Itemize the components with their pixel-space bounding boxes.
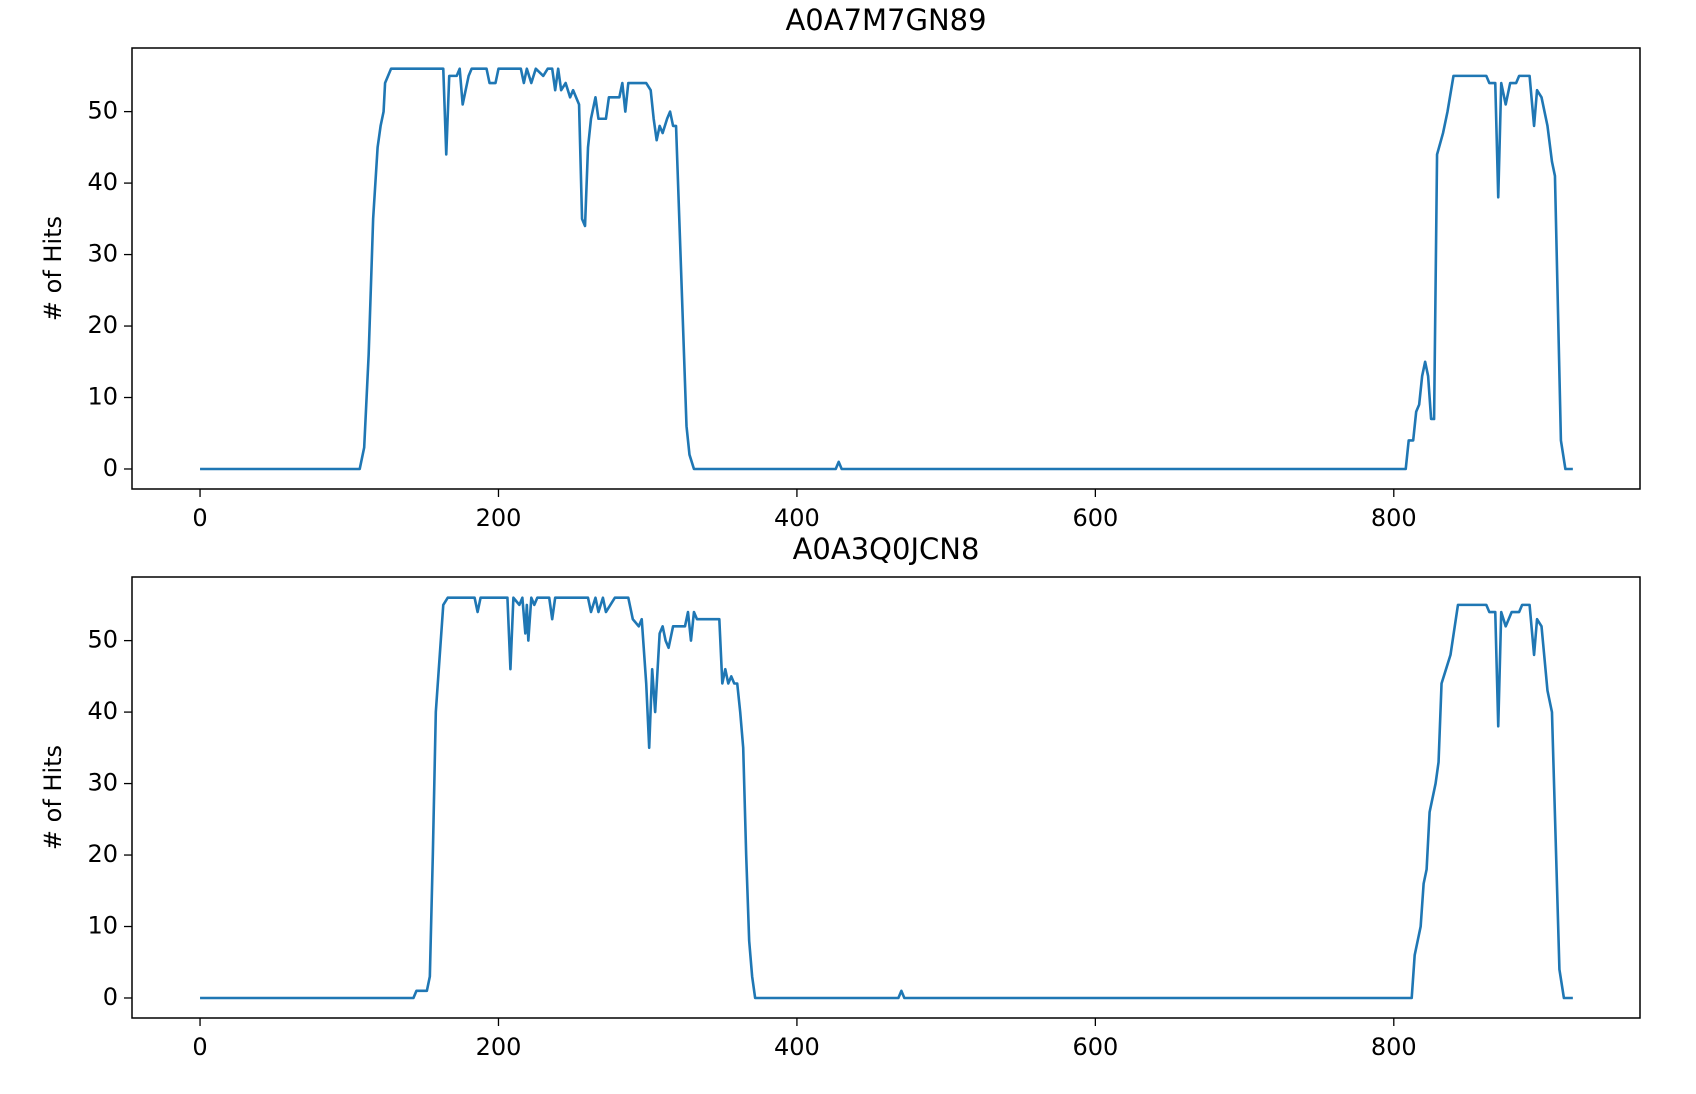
y-axis-label: # of Hits bbox=[39, 216, 67, 321]
axes-frame bbox=[131, 576, 1641, 1019]
y-tick-label: 10 bbox=[87, 912, 118, 940]
x-tick-label: 0 bbox=[192, 504, 207, 532]
data-line bbox=[200, 67, 1573, 471]
y-tick-label: 30 bbox=[87, 240, 118, 268]
x-tick-label: 200 bbox=[476, 1033, 522, 1061]
chart-title: A0A3Q0JCN8 bbox=[793, 532, 980, 566]
y-tick-label: 50 bbox=[87, 97, 118, 125]
x-tick-label: 600 bbox=[1072, 504, 1118, 532]
y-tick-label: 0 bbox=[103, 983, 118, 1011]
y-axis-label: # of Hits bbox=[39, 745, 67, 850]
x-tick-label: 400 bbox=[774, 1033, 820, 1061]
y-tick-label: 40 bbox=[87, 697, 118, 725]
x-tick-label: 200 bbox=[476, 504, 522, 532]
y-tick-label: 40 bbox=[87, 168, 118, 196]
x-tick-label: 800 bbox=[1371, 504, 1417, 532]
data-line bbox=[200, 596, 1573, 1000]
x-tick-label: 0 bbox=[192, 1033, 207, 1061]
y-tick-label: 50 bbox=[87, 626, 118, 654]
y-tick-label: 0 bbox=[103, 454, 118, 482]
axes-frame bbox=[131, 47, 1641, 490]
x-tick-label: 400 bbox=[774, 504, 820, 532]
x-tick-label: 600 bbox=[1072, 1033, 1118, 1061]
chart-title: A0A7M7GN89 bbox=[785, 3, 986, 37]
y-tick-label: 20 bbox=[87, 840, 118, 868]
y-tick-label: 30 bbox=[87, 769, 118, 797]
x-tick-label: 800 bbox=[1371, 1033, 1417, 1061]
y-tick-label: 10 bbox=[87, 383, 118, 411]
y-tick-label: 20 bbox=[87, 311, 118, 339]
